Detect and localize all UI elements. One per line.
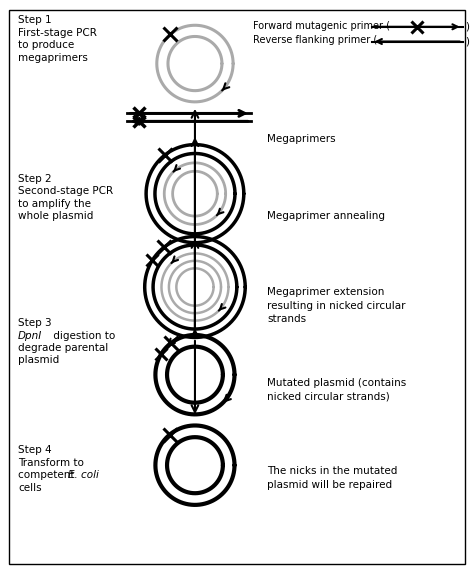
Text: ): )	[465, 37, 469, 46]
Text: Reverse flanking primer (: Reverse flanking primer (	[253, 36, 377, 45]
Text: to amplify the: to amplify the	[18, 199, 91, 209]
Text: Megaprimer extension
resulting in nicked circular
strands: Megaprimer extension resulting in nicked…	[267, 287, 406, 324]
Text: ): )	[465, 22, 469, 32]
Text: Forward mutagenic primer (: Forward mutagenic primer (	[253, 21, 390, 30]
Text: Step 4: Step 4	[18, 445, 52, 455]
Text: competent: competent	[18, 470, 78, 480]
Text: First-stage PCR: First-stage PCR	[18, 28, 97, 38]
Text: plasmid: plasmid	[18, 355, 59, 366]
Text: Megaprimer annealing: Megaprimer annealing	[267, 211, 385, 220]
Text: Megaprimers: Megaprimers	[267, 134, 336, 144]
Text: Step 1: Step 1	[18, 15, 52, 25]
Text: Transform to: Transform to	[18, 458, 84, 468]
Text: The nicks in the mutated
plasmid will be repaired: The nicks in the mutated plasmid will be…	[267, 466, 398, 490]
Text: E. coli: E. coli	[68, 470, 99, 480]
Text: whole plasmid: whole plasmid	[18, 211, 93, 221]
Text: Mutated plasmid (contains
nicked circular strands): Mutated plasmid (contains nicked circula…	[267, 378, 406, 401]
Text: Step 3: Step 3	[18, 318, 52, 328]
Text: cells: cells	[18, 483, 42, 492]
Text: megaprimers: megaprimers	[18, 53, 88, 63]
Text: to produce: to produce	[18, 40, 74, 51]
Text: DpnI: DpnI	[18, 331, 42, 340]
Text: digestion to: digestion to	[50, 331, 116, 340]
Text: Second-stage PCR: Second-stage PCR	[18, 187, 113, 196]
Text: Step 2: Step 2	[18, 174, 52, 184]
Text: degrade parental: degrade parental	[18, 343, 109, 353]
